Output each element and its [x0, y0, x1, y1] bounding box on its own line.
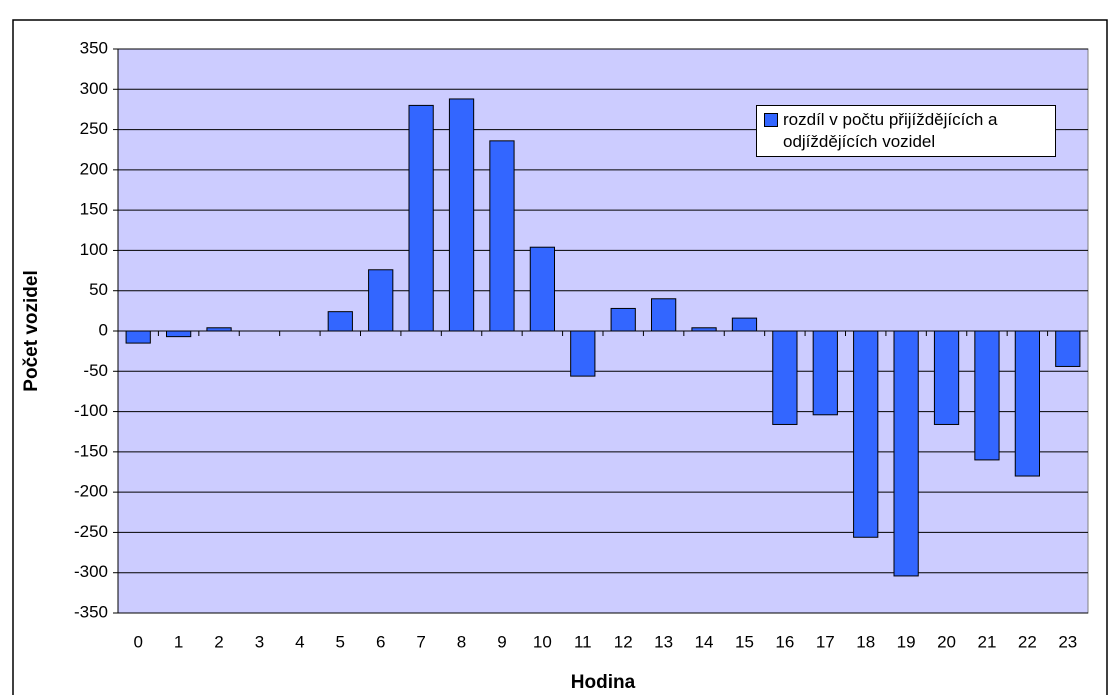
x-tick-label: 16 [775, 632, 794, 651]
y-tick-label: 300 [80, 79, 108, 98]
bar [812, 330, 838, 416]
x-tick-label: 12 [614, 632, 633, 651]
bar [489, 140, 515, 332]
x-tick-label: 9 [497, 632, 506, 651]
bar [1055, 330, 1081, 367]
bar [1014, 330, 1040, 477]
y-tick-label: -250 [74, 522, 108, 541]
y-tick-label: -100 [74, 401, 108, 420]
bar [731, 317, 758, 332]
bar [853, 330, 879, 538]
x-tick-label: 21 [977, 632, 996, 651]
y-tick-label: -150 [74, 441, 108, 460]
bar [166, 330, 192, 338]
y-tick-label: 200 [80, 159, 108, 178]
y-tick-label: 350 [80, 38, 108, 57]
bar [368, 269, 394, 332]
y-tick-label: 250 [80, 119, 108, 138]
x-tick-label: 20 [937, 632, 956, 651]
y-tick-label: 150 [80, 200, 108, 219]
x-axis-label: Hodina [571, 672, 636, 693]
x-tick-label: 22 [1018, 632, 1037, 651]
x-tick-label: 18 [856, 632, 875, 651]
bar [529, 246, 555, 332]
y-tick-label: -200 [74, 482, 108, 501]
x-tick-label: 23 [1058, 632, 1077, 651]
bar [570, 330, 596, 377]
x-tick-label: 1 [174, 632, 183, 651]
legend-label: rozdíl v počtu přijíždějících a odjížděj… [783, 110, 998, 151]
x-tick-label: 0 [133, 632, 142, 651]
x-tick-label: 17 [816, 632, 835, 651]
x-tick-label: 19 [897, 632, 916, 651]
x-tick-label: 14 [695, 632, 714, 651]
y-tick-label: 100 [80, 240, 108, 259]
x-tick-label: 15 [735, 632, 754, 651]
x-tick-label: 8 [457, 632, 466, 651]
bar [651, 298, 677, 332]
bar [408, 104, 434, 332]
x-tick-label: 4 [295, 632, 304, 651]
x-tick-label: 3 [255, 632, 264, 651]
x-tick-label: 11 [574, 632, 592, 651]
legend-swatch [764, 113, 778, 127]
bar [933, 330, 960, 425]
x-tick-label: 10 [533, 632, 552, 651]
bar [448, 98, 475, 332]
y-tick-label: -300 [74, 562, 108, 581]
bar [327, 311, 353, 332]
y-tick-label: -350 [74, 602, 108, 621]
x-tick-label: 5 [336, 632, 345, 651]
bar [772, 330, 798, 425]
y-tick-label: 0 [99, 320, 108, 339]
y-tick-label: 50 [89, 280, 108, 299]
y-axis-label: Počet vozidel [21, 270, 42, 391]
x-tick-label: 13 [654, 632, 673, 651]
x-tick-label: 2 [214, 632, 223, 651]
y-tick-label: -50 [83, 361, 108, 380]
bar [125, 330, 151, 344]
x-tick-label: 7 [416, 632, 425, 651]
x-tick-label: 6 [376, 632, 385, 651]
bar [974, 330, 1000, 461]
bar [610, 307, 636, 332]
bar [893, 330, 919, 577]
legend: rozdíl v počtu přijíždějících a odjížděj… [756, 105, 1056, 157]
